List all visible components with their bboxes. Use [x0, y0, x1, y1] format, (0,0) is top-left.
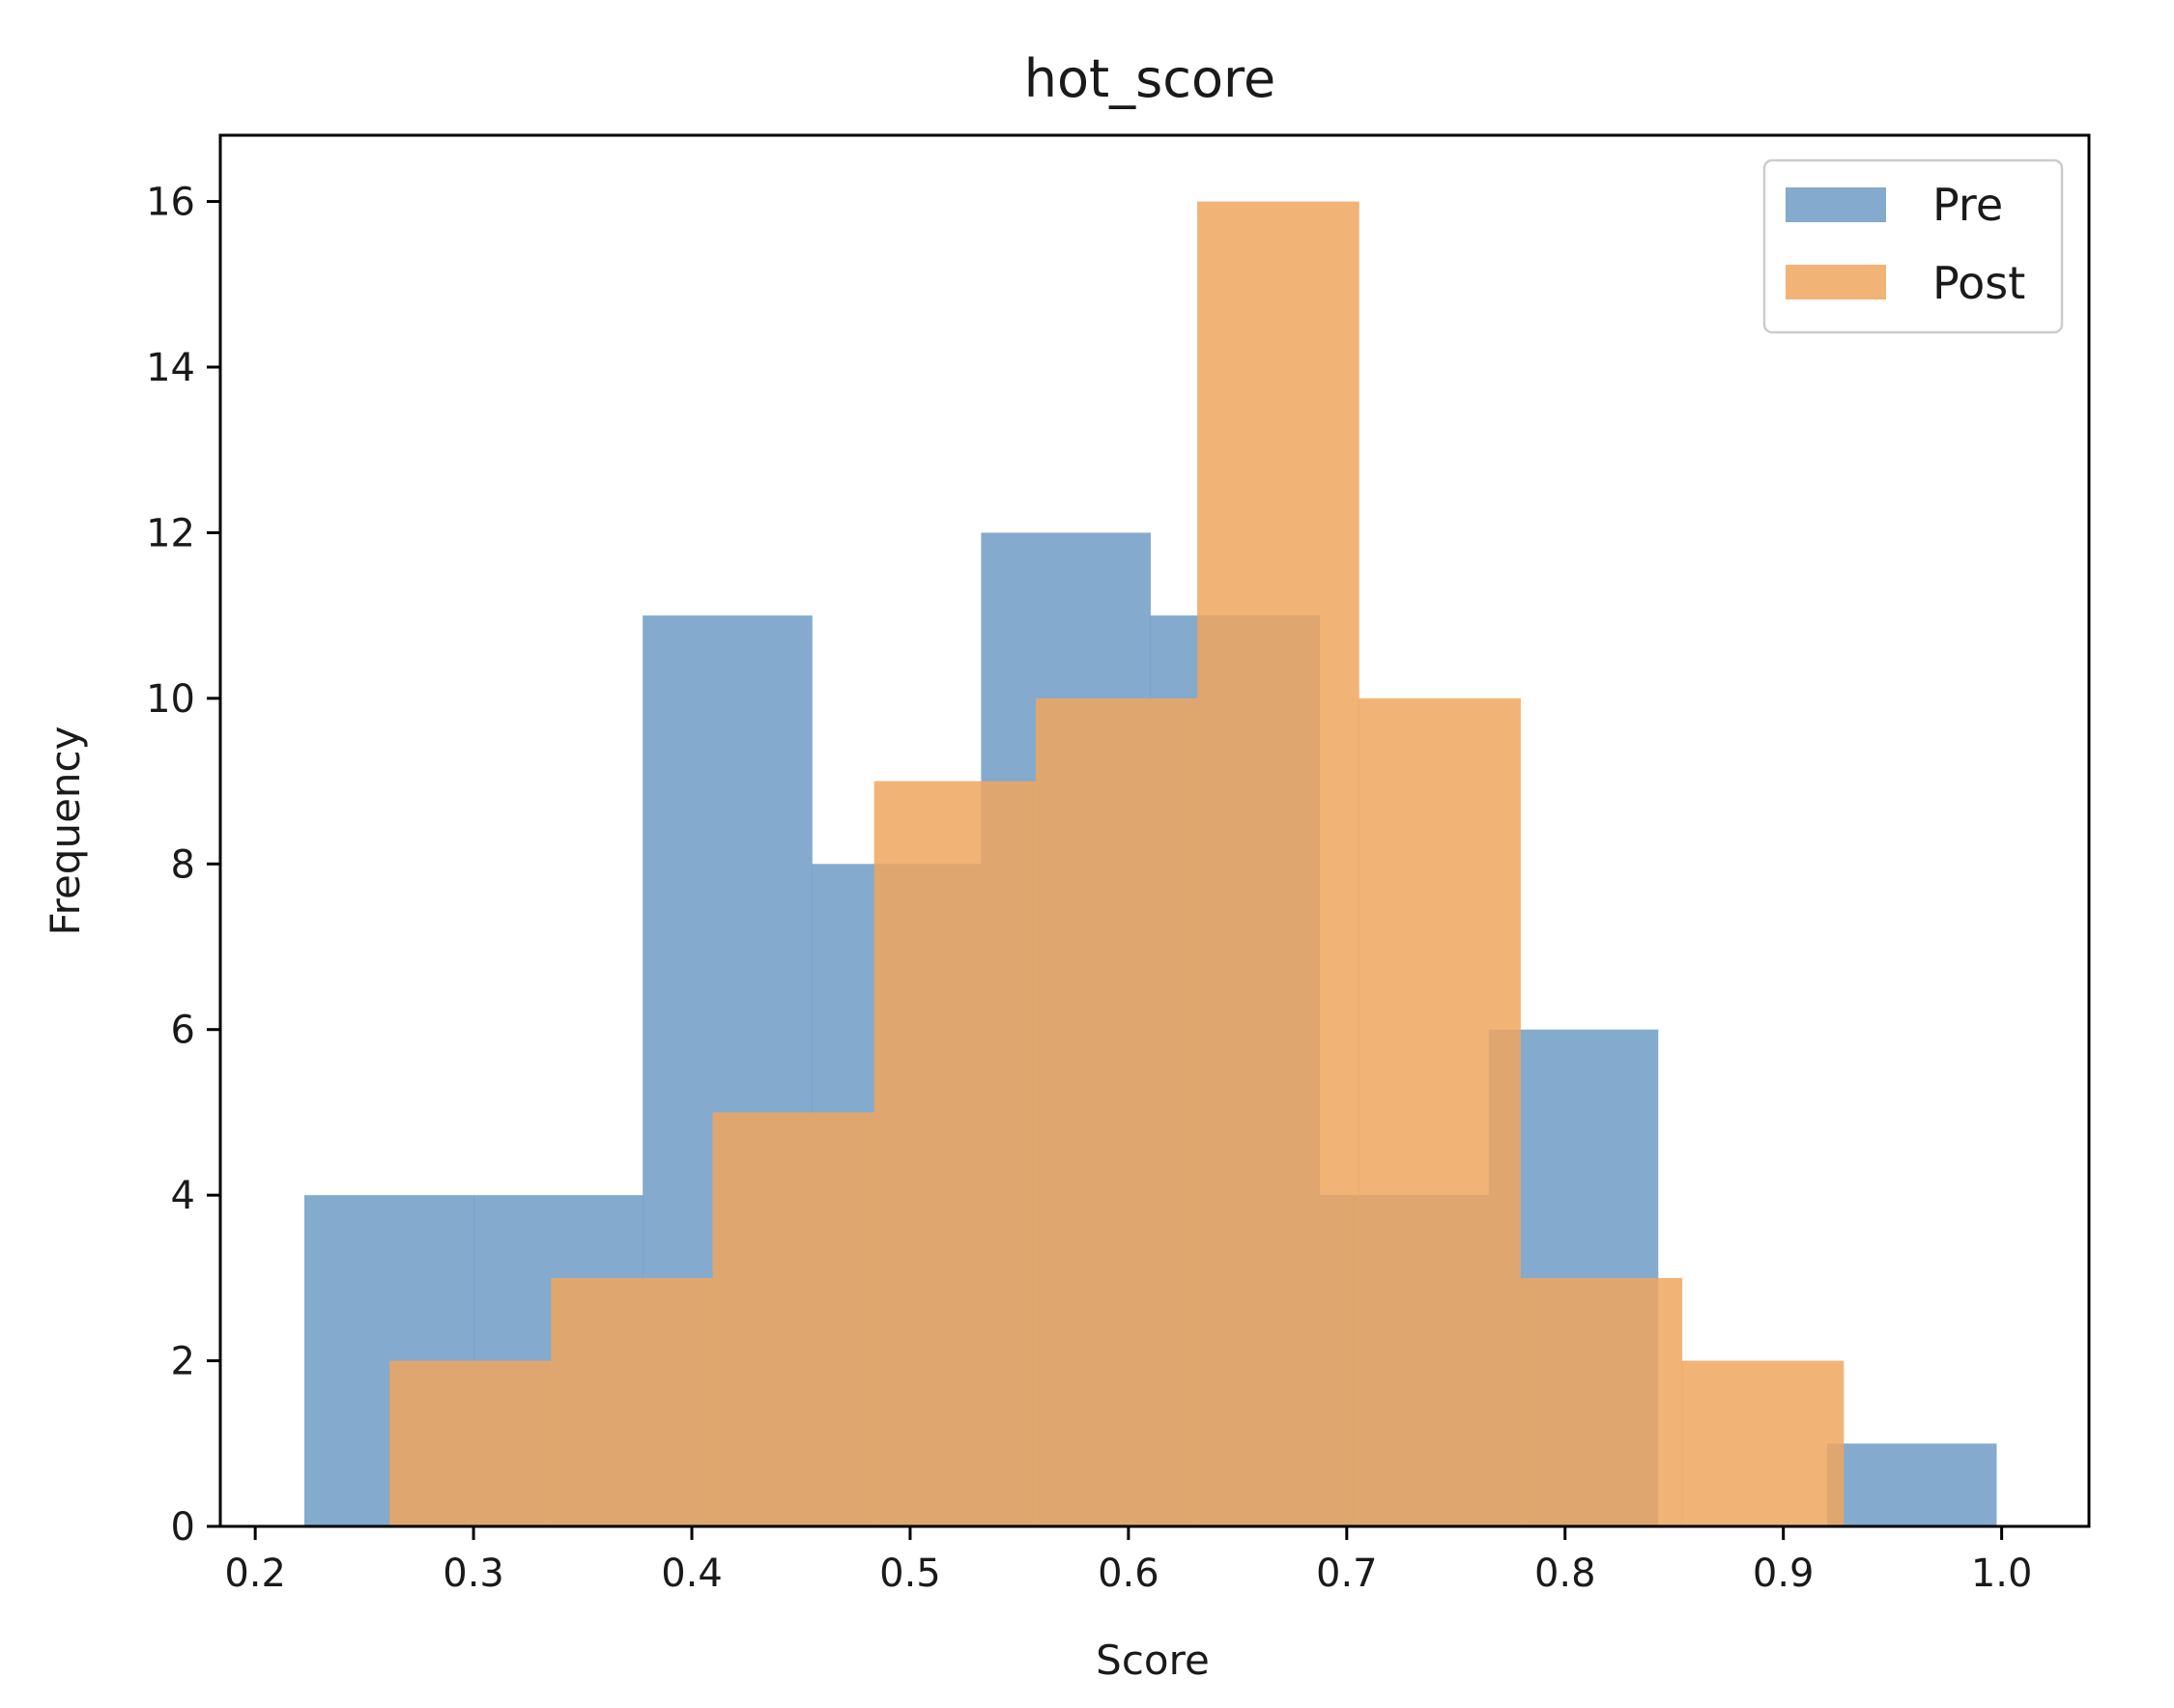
legend: Pre Post [1762, 158, 2064, 334]
y-tick-label: 6 [171, 1009, 195, 1053]
x-tick-label: 0.7 [1316, 1551, 1378, 1596]
y-tick-label: 8 [171, 842, 195, 887]
bar-post-5 [1197, 201, 1359, 1526]
y-tick-label: 10 [146, 677, 195, 722]
x-tick-label: 0.5 [879, 1551, 941, 1596]
y-tick-label: 4 [171, 1174, 195, 1218]
bar-post-7 [1520, 1277, 1683, 1526]
legend-label-pre: Pre [1932, 179, 2003, 231]
bar-post-8 [1681, 1360, 1845, 1526]
y-tick-label: 16 [146, 181, 195, 225]
x-tick-label: 0.6 [1098, 1551, 1159, 1596]
bar-post-3 [873, 781, 1037, 1526]
series-post [389, 201, 1845, 1526]
bar-pre-9 [1826, 1443, 1997, 1526]
bar-post-0 [389, 1360, 552, 1526]
y-tick-label: 2 [171, 1340, 195, 1384]
bar-post-2 [712, 1112, 875, 1526]
bars-layer [303, 201, 1997, 1527]
x-axis: 0.2 0.3 0.4 0.5 0.6 0.7 0.8 0.9 1.0 [224, 1526, 2032, 1596]
y-tick-label: 0 [171, 1505, 195, 1550]
x-tick-label: 1.0 [1971, 1551, 2033, 1596]
bar-post-4 [1035, 697, 1198, 1526]
y-axis: 0 2 4 6 8 10 12 14 16 [146, 181, 220, 1550]
legend-label-post: Post [1932, 257, 2025, 309]
x-axis-label: Score [1096, 1637, 1210, 1684]
chart-title: hot_score [1024, 48, 1276, 109]
legend-swatch-pre [1786, 187, 1886, 222]
x-tick-label: 0.4 [661, 1551, 723, 1596]
plot-frame [218, 133, 2091, 1528]
legend-swatch-post [1786, 265, 1886, 299]
y-tick-label: 12 [146, 511, 195, 555]
y-axis-label: Frequency [42, 726, 89, 936]
y-tick-label: 14 [146, 346, 195, 390]
x-tick-label: 0.2 [224, 1551, 286, 1596]
x-tick-label: 0.3 [443, 1551, 504, 1596]
bar-post-6 [1359, 697, 1521, 1526]
x-tick-label: 0.9 [1753, 1551, 1815, 1596]
x-tick-label: 0.8 [1534, 1551, 1596, 1596]
bar-post-1 [551, 1277, 713, 1526]
